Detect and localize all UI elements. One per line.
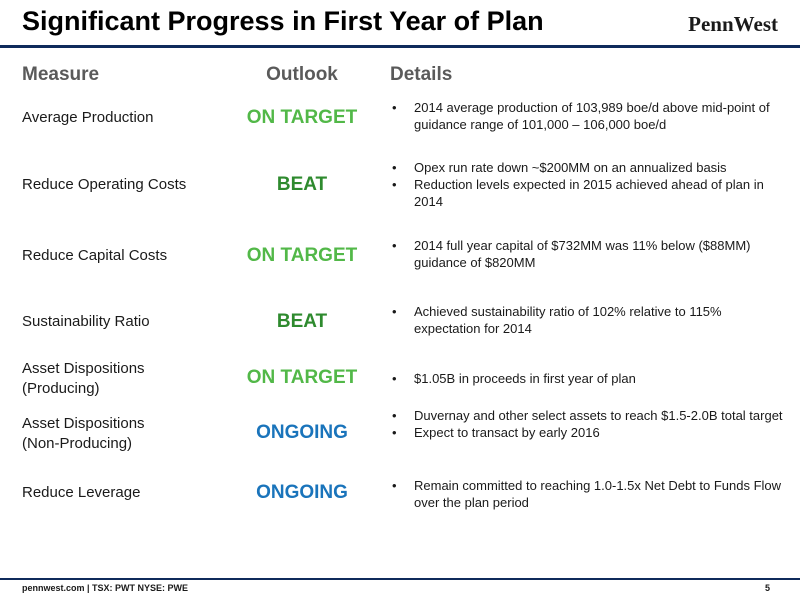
- detail-item: Remain committed to reaching 1.0-1.5x Ne…: [388, 477, 788, 511]
- measure-label: Asset Dispositions (Producing): [22, 360, 145, 397]
- measure-label: Asset Dispositions (Non-Producing): [22, 415, 145, 452]
- outlook-status: ON TARGET: [246, 245, 358, 266]
- measure-label: Reduce Operating Costs: [22, 176, 187, 193]
- detail-item: 2014 full year capital of $732MM was 11%…: [388, 237, 788, 271]
- outlook-status: ONGOING: [256, 482, 348, 503]
- details-list: Remain committed to reaching 1.0-1.5x Ne…: [388, 477, 788, 511]
- details-list: Duvernay and other select assets to reac…: [388, 407, 788, 441]
- detail-item: 2014 average production of 103,989 boe/d…: [388, 99, 788, 133]
- detail-item: Opex run rate down ~$200MM on an annuali…: [388, 159, 788, 176]
- details-list: 2014 average production of 103,989 boe/d…: [388, 99, 788, 133]
- footer-divider: [0, 578, 800, 580]
- company-logo: PennWest: [688, 12, 778, 36]
- page-number: 5: [764, 583, 770, 593]
- detail-item: Expect to transact by early 2016: [388, 424, 788, 441]
- detail-item: $1.05B in proceeds in first year of plan: [388, 370, 788, 387]
- outlook-status: BEAT: [276, 174, 328, 195]
- title-divider: [0, 45, 800, 48]
- detail-item: Duvernay and other select assets to reac…: [388, 407, 788, 424]
- details-list: 2014 full year capital of $732MM was 11%…: [388, 237, 788, 271]
- outlook-status: ONGOING: [256, 422, 348, 443]
- details-list: Achieved sustainability ratio of 102% re…: [388, 303, 788, 337]
- details-list: $1.05B in proceeds in first year of plan: [388, 370, 788, 387]
- outlook-status: ON TARGET: [246, 107, 358, 128]
- measure-label: Sustainability Ratio: [22, 313, 150, 330]
- column-header-outlook: Outlook: [266, 64, 338, 85]
- column-header-measure: Measure: [22, 64, 100, 85]
- detail-item: Reduction levels expected in 2015 achiev…: [388, 176, 788, 210]
- outlook-status: BEAT: [276, 311, 328, 332]
- details-list: Opex run rate down ~$200MM on an annuali…: [388, 159, 788, 210]
- detail-item: Achieved sustainability ratio of 102% re…: [388, 303, 788, 337]
- footer-ticker-info: pennwest.com | TSX: PWT NYSE: PWE: [22, 583, 189, 593]
- measure-label: Reduce Capital Costs: [22, 247, 168, 264]
- measure-label: Reduce Leverage: [22, 484, 141, 501]
- measure-label: Average Production: [22, 109, 154, 126]
- outlook-status: ON TARGET: [246, 367, 358, 388]
- slide-title: Significant Progress in First Year of Pl…: [22, 6, 544, 36]
- column-header-details: Details: [390, 64, 453, 85]
